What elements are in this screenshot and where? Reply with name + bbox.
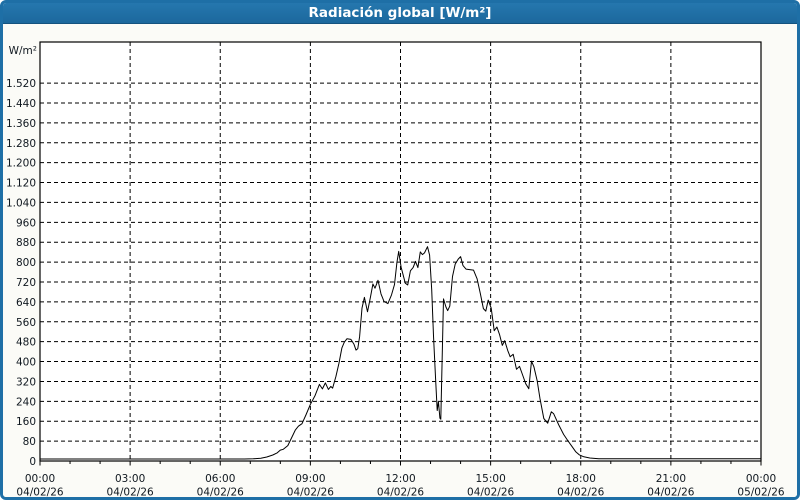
x-tick-time-label: 15:00	[475, 473, 505, 485]
plot-area[interactable]	[40, 42, 761, 461]
chart-title: Radiación global [W/m²]	[308, 5, 492, 21]
x-tick-time-label: 21:00	[656, 473, 686, 485]
x-tick-time-label: 12:00	[385, 473, 415, 485]
y-tick-label: 0	[29, 456, 36, 468]
y-tick-label: 320	[16, 376, 36, 388]
x-tick-time-label: 18:00	[566, 473, 596, 485]
y-tick-label: 1.360	[6, 118, 36, 130]
chart-title-bar: Radiación global [W/m²]	[3, 3, 797, 24]
x-tick-time-label: 03:00	[115, 473, 145, 485]
chart-body: 0 80 160 240 320 400 480 560 640 720 800 880 960 1.04…	[3, 24, 797, 497]
y-tick-label: 1.200	[6, 158, 36, 170]
y-axis-labels: 0 80 160 240 320 400 480 560 640 720 800 880 960 1.04…	[6, 78, 36, 468]
x-axis-labels: 00:00 04/02/26 03:00 04/02/26 06:00 04/02/26 0…	[16, 473, 784, 497]
x-tick-date-label: 04/02/26	[467, 487, 514, 498]
x-tick-date-label: 04/02/26	[557, 487, 604, 498]
y-tick-label: 960	[16, 217, 36, 229]
y-tick-label: 80	[23, 436, 36, 448]
y-tick-label: 1.120	[6, 178, 36, 190]
x-tick-time-label: 09:00	[295, 473, 325, 485]
x-tick-date-label: 05/02/26	[737, 487, 784, 498]
x-axis-ticks	[39, 461, 762, 466]
y-tick-label: 1.040	[6, 197, 36, 209]
y-tick-label: 1.280	[6, 138, 36, 150]
y-tick-label: 880	[16, 237, 36, 249]
x-tick-time-label: 00:00	[25, 473, 55, 485]
x-tick-date-label: 04/02/26	[197, 487, 244, 498]
y-tick-label: 160	[16, 416, 36, 428]
y-axis-unit-label: W/m²	[9, 45, 37, 57]
y-tick-label: 400	[16, 357, 36, 369]
x-tick-date-label: 04/02/26	[16, 487, 63, 498]
y-tick-label: 1.440	[6, 98, 36, 110]
y-tick-label: 640	[16, 297, 36, 309]
y-tick-label: 560	[16, 317, 36, 329]
y-tick-label: 800	[16, 257, 36, 269]
radiation-chart-canvas[interactable]: 0 80 160 240 320 400 480 560 640 720 800 880 960 1.04…	[3, 24, 797, 497]
y-tick-label: 480	[16, 337, 36, 349]
x-tick-date-label: 04/02/26	[647, 487, 694, 498]
x-tick-date-label: 04/02/26	[377, 487, 424, 498]
x-tick-time-label: 00:00	[746, 473, 776, 485]
radiation-curve	[39, 246, 762, 460]
y-tick-label: 240	[16, 396, 36, 408]
y-tick-label: 1.520	[6, 78, 36, 90]
x-tick-date-label: 04/02/26	[287, 487, 334, 498]
x-tick-time-label: 06:00	[205, 473, 235, 485]
x-tick-date-label: 04/02/26	[107, 487, 154, 498]
y-tick-label: 720	[16, 277, 36, 289]
